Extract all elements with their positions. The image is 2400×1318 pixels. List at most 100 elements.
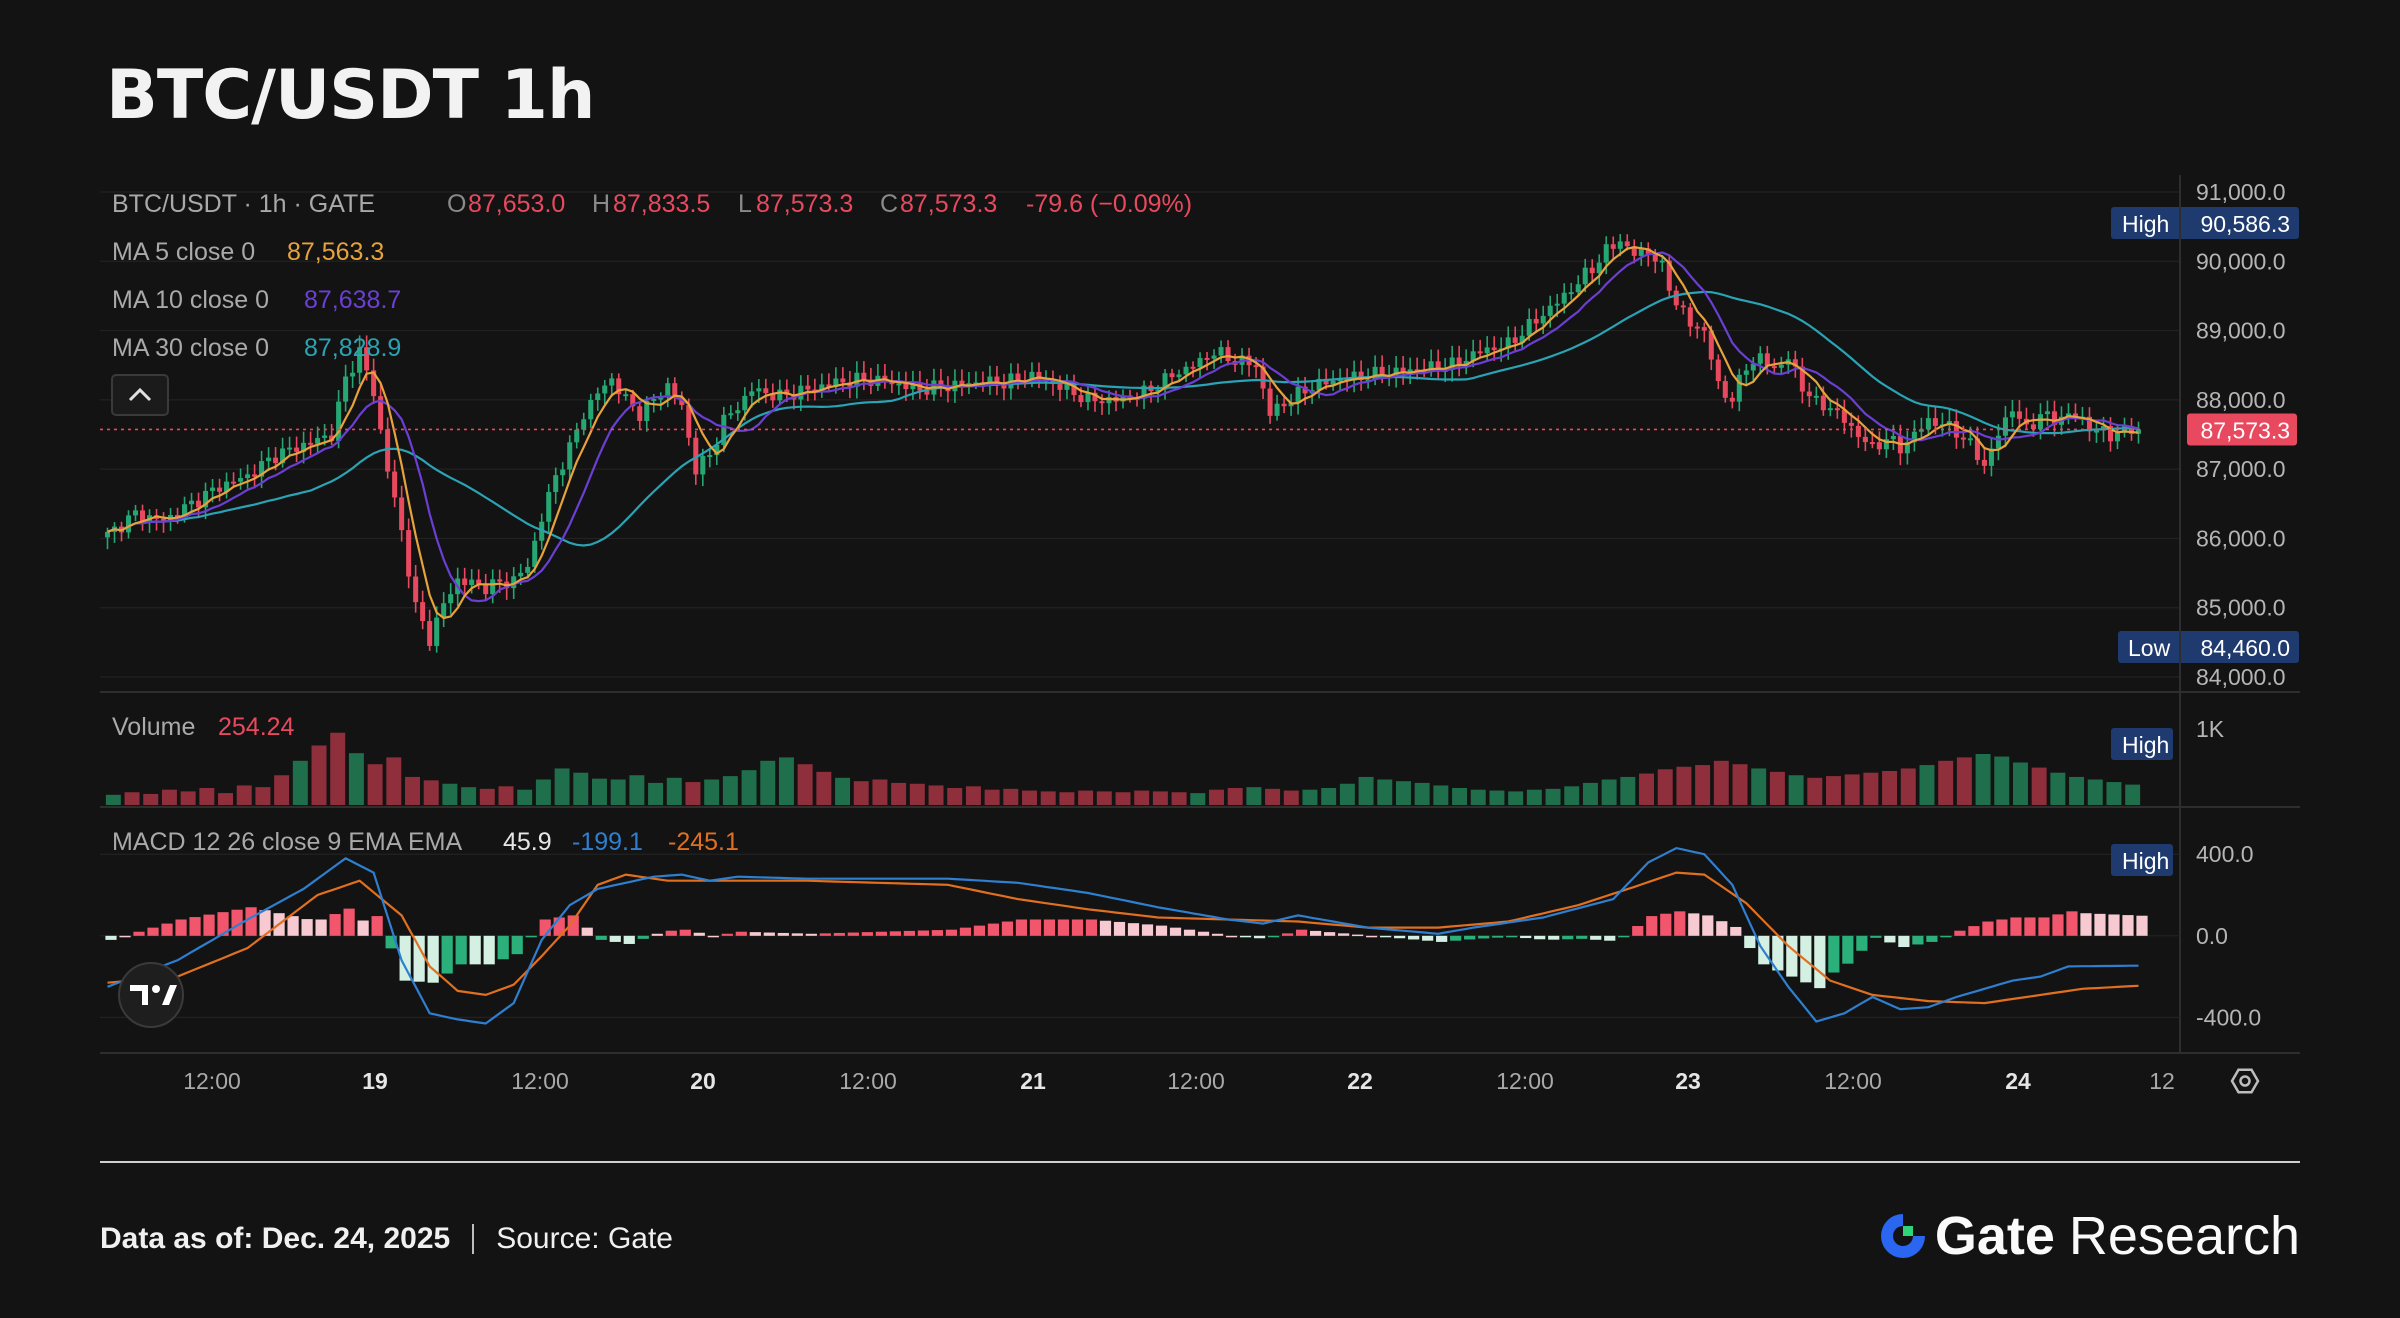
volume-bar xyxy=(1452,788,1468,805)
candle-body xyxy=(1330,380,1336,385)
ma5-value: 87,563.3 xyxy=(287,238,384,266)
macd-legend: MACD 12 26 close 9 EMA EMA 45.9 -199.1 -… xyxy=(112,828,739,856)
price-tick-label: 87,000.0 xyxy=(2196,456,2286,482)
macd-hist-bar xyxy=(1814,935,1826,989)
candle-body xyxy=(1827,408,1833,411)
volume-bar xyxy=(274,775,290,805)
gate-logo-icon xyxy=(1880,1214,1925,1258)
candle-body xyxy=(756,388,762,392)
volume-bar xyxy=(1134,790,1150,805)
volume-bar xyxy=(835,777,851,805)
macd-hist-bar xyxy=(1422,935,1434,941)
candle-body xyxy=(1820,395,1826,411)
candle-body xyxy=(322,435,328,438)
legend-collapse-button[interactable] xyxy=(111,374,169,416)
tradingview-logo-icon[interactable] xyxy=(118,962,184,1028)
volume-high-badge: High xyxy=(2111,728,2173,760)
candle-body xyxy=(1057,384,1063,390)
macd-hist-bar xyxy=(357,920,369,936)
volume-bar xyxy=(1358,776,1374,805)
macd-hist-bar xyxy=(581,927,593,936)
candle-body xyxy=(1176,374,1182,378)
candle-body xyxy=(1225,347,1231,362)
time-tick-label: 12:00 xyxy=(511,1068,569,1094)
volume-bar xyxy=(1395,781,1411,805)
volume-bar xyxy=(1713,760,1729,805)
candle-body xyxy=(770,393,776,401)
volume-bar xyxy=(2125,784,2141,805)
candle-body xyxy=(1470,351,1476,361)
candle-body xyxy=(861,372,867,380)
macd-hist-bar xyxy=(1436,935,1448,942)
macd-hist-bar xyxy=(1912,935,1924,945)
volume-bar xyxy=(180,791,196,805)
candle-body xyxy=(1183,366,1189,375)
macd-hist-bar xyxy=(1155,925,1168,936)
macd-hist-bar xyxy=(2094,913,2106,936)
volume-bar xyxy=(1414,782,1430,805)
volume-bar xyxy=(405,776,420,805)
candle-body xyxy=(546,492,552,522)
change-value: -79.6 (−0.09%) xyxy=(1026,190,1192,218)
candle-body xyxy=(1841,409,1847,423)
candle-body xyxy=(812,389,818,392)
candle-body xyxy=(343,376,349,402)
macd-line xyxy=(107,846,2139,1025)
macd-hist-bar xyxy=(1870,935,1882,938)
candle-body xyxy=(616,378,622,395)
candle-body xyxy=(1645,248,1651,255)
time-tick-label: 23 xyxy=(1675,1068,1701,1094)
macd-hist-bar xyxy=(427,935,439,983)
macd-hist-bar xyxy=(2108,914,2120,936)
macd-hist-bar xyxy=(1394,935,1406,939)
macd-hist-bar xyxy=(1898,935,1910,948)
volume-bar xyxy=(2012,762,2028,805)
candle-body xyxy=(490,579,496,595)
candle-body xyxy=(441,603,447,618)
macd-hist-bar xyxy=(2010,917,2022,936)
ma10-line xyxy=(107,251,2139,603)
candle-body xyxy=(1918,429,1924,432)
settings-button[interactable] xyxy=(2230,1068,2260,1094)
candle-body xyxy=(1589,267,1595,274)
macd-hist-bar xyxy=(161,923,173,936)
macd-hist-bar xyxy=(1632,926,1644,936)
candle-body xyxy=(104,531,111,538)
candle-body xyxy=(672,383,678,398)
candle-body xyxy=(1708,330,1714,360)
svg-text:High: High xyxy=(2122,732,2169,758)
candle-body xyxy=(658,397,664,400)
candle-body xyxy=(518,572,524,577)
volume-bar xyxy=(442,783,458,805)
candle-body xyxy=(1071,382,1077,396)
volume-bar xyxy=(105,794,121,805)
brand-logo: Gate Research xyxy=(1877,1205,2300,1267)
ma5-line xyxy=(107,246,2139,620)
volume-bar xyxy=(423,780,439,805)
macd-hist-bar xyxy=(987,923,1000,936)
macd-hist-bar xyxy=(2024,917,2036,936)
volume-bar xyxy=(1601,779,1617,805)
macd-hist-bar xyxy=(1197,931,1210,936)
macd-hist-bar xyxy=(651,933,663,936)
volume-bar xyxy=(1620,776,1636,805)
volume-bar xyxy=(1096,791,1112,805)
macd-hist-bar xyxy=(189,917,201,936)
macd-hist-bar xyxy=(287,916,299,936)
candle-body xyxy=(371,370,377,397)
candle-body xyxy=(2086,416,2092,432)
macd-hist-bar xyxy=(1716,921,1728,936)
candle-body xyxy=(1456,357,1462,366)
volume-label: Volume xyxy=(112,713,195,741)
candle-body xyxy=(1855,425,1861,437)
macd-hist-bar xyxy=(1702,915,1714,936)
volume-bar xyxy=(2031,767,2047,805)
macd-hist-bar xyxy=(917,930,930,936)
volume-bar xyxy=(1433,785,1449,805)
volume-bar xyxy=(797,764,813,805)
volume-bar xyxy=(124,792,140,805)
trading-chart[interactable]: 91,000.0 90,000.0 89,000.0 88,000.0 87,000.0… xyxy=(0,0,2400,1110)
candle-body xyxy=(413,576,419,603)
macd-hist-bar xyxy=(1576,935,1588,939)
volume-bar xyxy=(1321,788,1337,805)
